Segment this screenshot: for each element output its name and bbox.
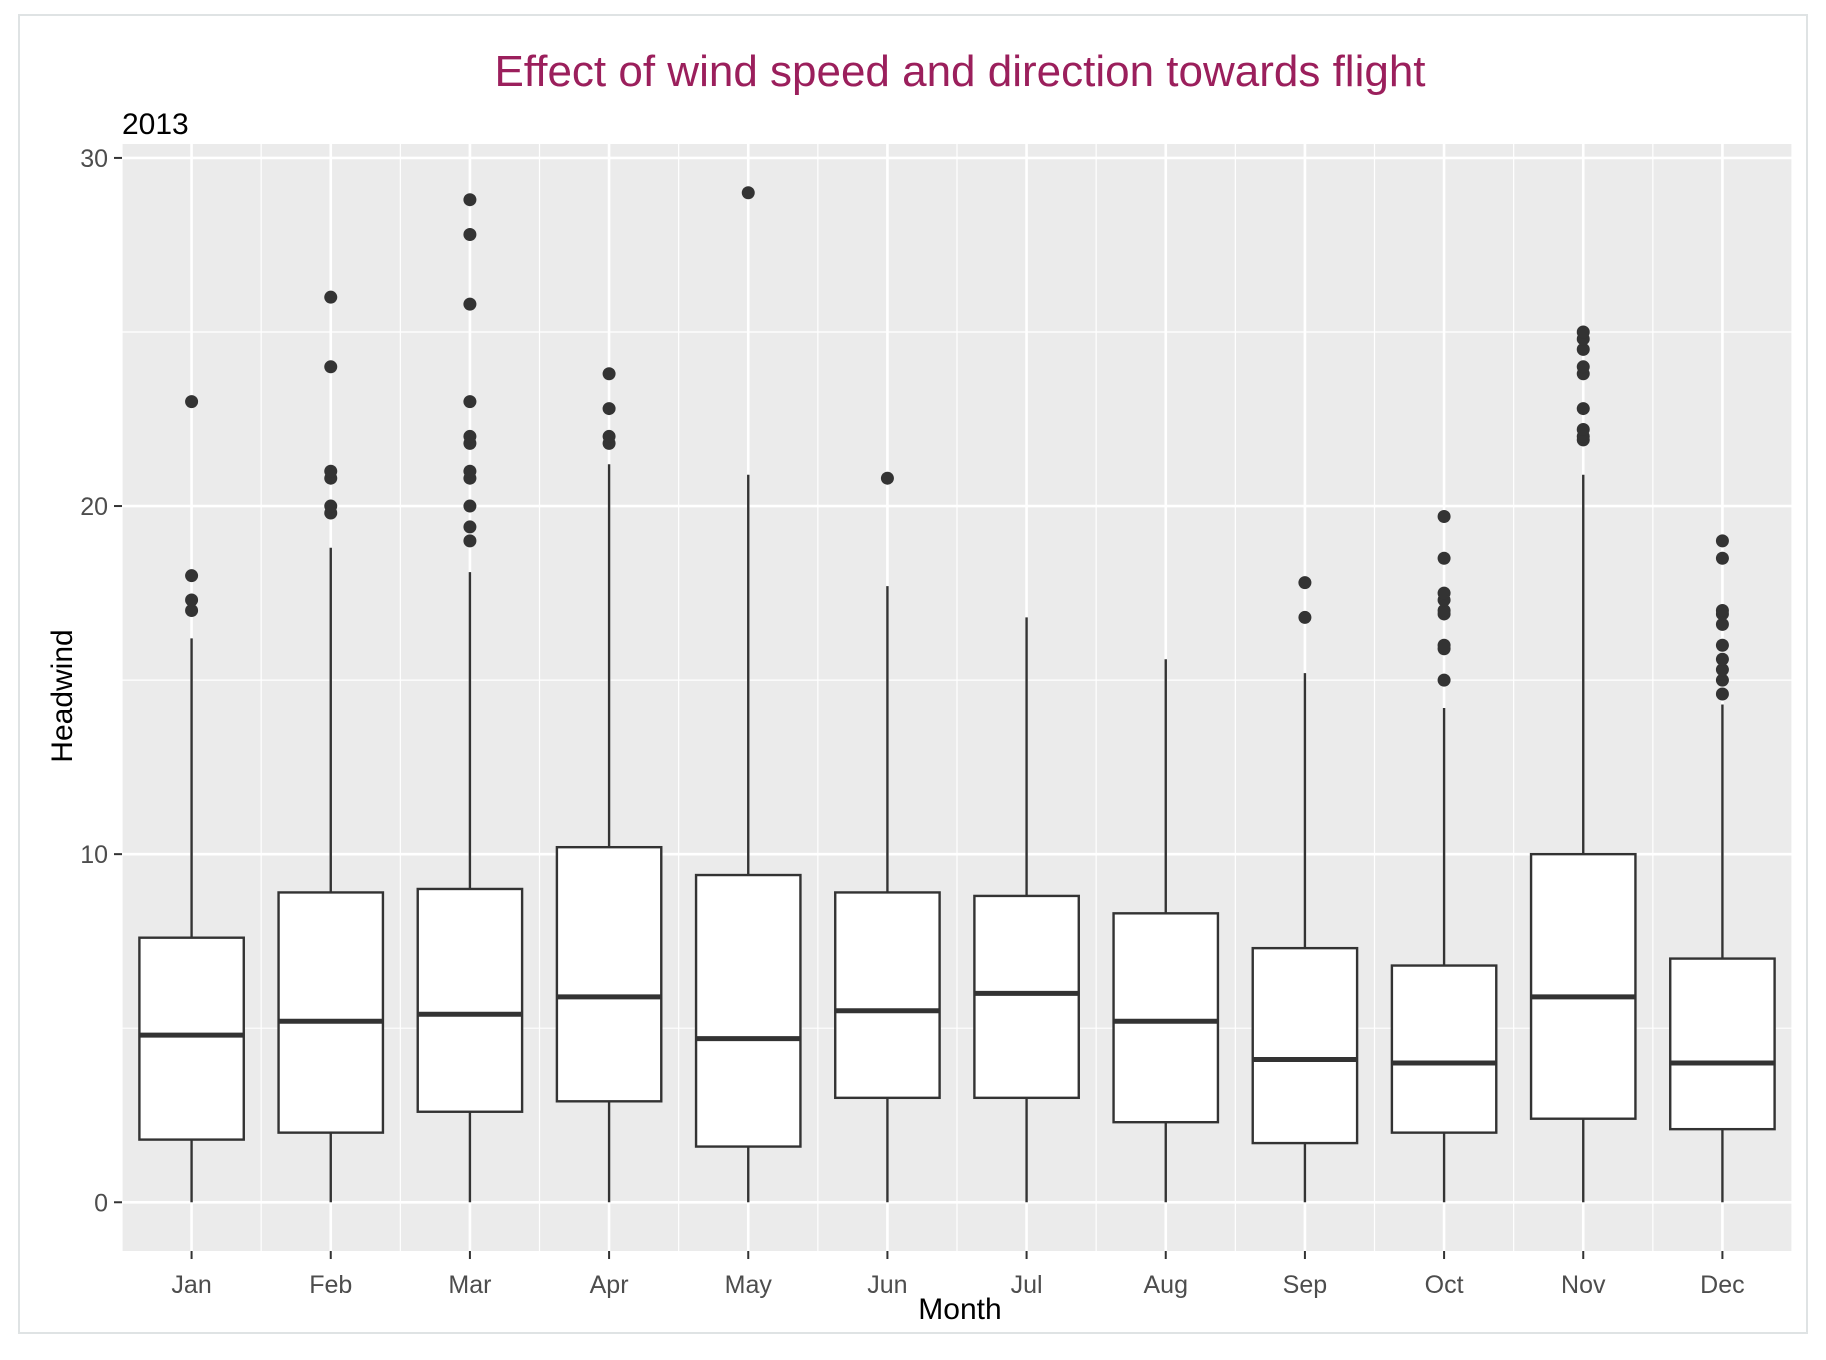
outlier-point bbox=[1576, 342, 1590, 356]
axes: 0 10 20 30 Jan Feb Mar Apr May Jun Jul Aug Sep Oct Nov… bbox=[80, 145, 1744, 1299]
box-apr bbox=[555, 367, 663, 1203]
outlier-point bbox=[463, 297, 477, 311]
outlier-point bbox=[880, 471, 894, 485]
iqr-box bbox=[555, 845, 663, 1103]
iqr-box bbox=[277, 891, 385, 1134]
outlier-point bbox=[324, 360, 338, 374]
outlier-point bbox=[463, 228, 477, 242]
iqr-box bbox=[973, 894, 1080, 1100]
box-feb bbox=[277, 290, 385, 1203]
boxplot-chart: 0 10 20 30 Jan Feb Mar Apr May Jun Jul Aug Sep Oct Nov… bbox=[46, 47, 1793, 1326]
outlier-point bbox=[1437, 509, 1451, 523]
outlier-point bbox=[463, 395, 477, 409]
outlier-point bbox=[324, 464, 338, 478]
outlier-point bbox=[463, 499, 477, 513]
outlier-point bbox=[324, 290, 338, 304]
outlier-point bbox=[463, 193, 477, 207]
x-tick-label: May bbox=[725, 1271, 773, 1299]
outlier-point bbox=[1715, 551, 1729, 565]
boxes bbox=[138, 186, 1776, 1203]
box-sep bbox=[1251, 576, 1359, 1203]
box-jan bbox=[138, 395, 245, 1203]
x-tick-label: Jan bbox=[171, 1271, 211, 1299]
iqr-box bbox=[138, 936, 245, 1141]
box-jun bbox=[834, 471, 941, 1203]
iqr-box bbox=[694, 873, 802, 1148]
outlier-point bbox=[1715, 638, 1729, 652]
outlier-point bbox=[1715, 617, 1729, 631]
outlier-point bbox=[1715, 603, 1729, 617]
y-tick-label: 0 bbox=[94, 1189, 108, 1217]
outlier-point bbox=[185, 569, 199, 583]
iqr-box bbox=[1529, 852, 1637, 1120]
iqr-box bbox=[1251, 946, 1359, 1145]
outlier-point bbox=[463, 429, 477, 443]
outlier-point bbox=[185, 603, 199, 617]
outlier-point bbox=[185, 395, 199, 409]
outlier-point bbox=[1437, 673, 1451, 687]
outlier-point bbox=[1298, 576, 1312, 590]
outlier-point bbox=[324, 499, 338, 513]
iqr-box bbox=[834, 891, 941, 1100]
x-tick-label: Feb bbox=[309, 1271, 352, 1299]
y-axis-title: Headwind bbox=[46, 629, 79, 762]
x-tick-label: Sep bbox=[1283, 1271, 1327, 1299]
x-tick-label: Jun bbox=[867, 1271, 907, 1299]
x-tick-label: Aug bbox=[1144, 1271, 1188, 1299]
box-dec bbox=[1669, 534, 1776, 1203]
outlier-point bbox=[1715, 673, 1729, 687]
x-tick-label: Apr bbox=[590, 1271, 629, 1299]
outlier-point bbox=[602, 429, 616, 443]
x-tick-label: Nov bbox=[1561, 1271, 1606, 1299]
outlier-point bbox=[1576, 402, 1590, 416]
outlier-point bbox=[463, 534, 477, 548]
outlier-point bbox=[602, 402, 616, 416]
outlier-point bbox=[1576, 360, 1590, 374]
x-tick-label: Oct bbox=[1425, 1271, 1464, 1299]
x-tick-label: Mar bbox=[448, 1271, 491, 1299]
outlier-point bbox=[1437, 603, 1451, 617]
outlier-point bbox=[185, 593, 199, 607]
outlier-point bbox=[1576, 325, 1590, 339]
chart-title: Effect of wind speed and direction towar… bbox=[494, 47, 1425, 96]
x-tick-label: Dec bbox=[1700, 1271, 1744, 1299]
box-jul bbox=[973, 617, 1080, 1203]
outlier-point bbox=[1298, 610, 1312, 624]
outlier-point bbox=[1437, 586, 1451, 600]
outlier-point bbox=[463, 520, 477, 534]
outlier-point bbox=[1715, 534, 1729, 548]
box-nov bbox=[1529, 325, 1637, 1203]
y-tick-label: 20 bbox=[80, 493, 108, 521]
outlier-point bbox=[1715, 687, 1729, 701]
box-mar bbox=[416, 193, 524, 1203]
iqr-box bbox=[1112, 912, 1220, 1124]
y-tick-label: 10 bbox=[80, 841, 108, 869]
y-tick-label: 30 bbox=[80, 145, 108, 173]
outlier-point bbox=[602, 367, 616, 381]
outlier-point bbox=[1715, 652, 1729, 666]
box-may bbox=[694, 186, 802, 1203]
x-tick-label: Jul bbox=[1011, 1271, 1043, 1299]
x-axis-title: Month bbox=[918, 1293, 1001, 1326]
box-oct bbox=[1390, 509, 1498, 1203]
iqr-box bbox=[1669, 957, 1776, 1131]
box-aug bbox=[1112, 659, 1220, 1203]
chart-subtitle: 2013 bbox=[122, 108, 189, 141]
iqr-box bbox=[1390, 964, 1498, 1134]
outlier-point bbox=[1715, 663, 1729, 677]
outlier-point bbox=[741, 186, 755, 200]
outlier-point bbox=[1437, 638, 1451, 652]
outlier-point bbox=[463, 464, 477, 478]
iqr-box bbox=[416, 887, 524, 1113]
chart-frame: 0 10 20 30 Jan Feb Mar Apr May Jun Jul Aug Sep Oct Nov… bbox=[18, 14, 1808, 1334]
outlier-point bbox=[1437, 551, 1451, 565]
outlier-point bbox=[1576, 422, 1590, 436]
